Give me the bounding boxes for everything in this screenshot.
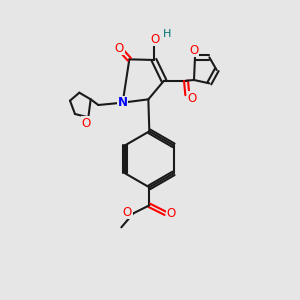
Text: O: O bbox=[188, 92, 197, 104]
Text: N: N bbox=[118, 96, 128, 109]
Text: O: O bbox=[115, 42, 124, 55]
Text: O: O bbox=[189, 44, 199, 57]
Text: O: O bbox=[82, 117, 91, 130]
Text: O: O bbox=[123, 206, 132, 219]
Text: H: H bbox=[163, 29, 171, 39]
Text: O: O bbox=[150, 33, 160, 46]
Text: O: O bbox=[167, 207, 176, 220]
